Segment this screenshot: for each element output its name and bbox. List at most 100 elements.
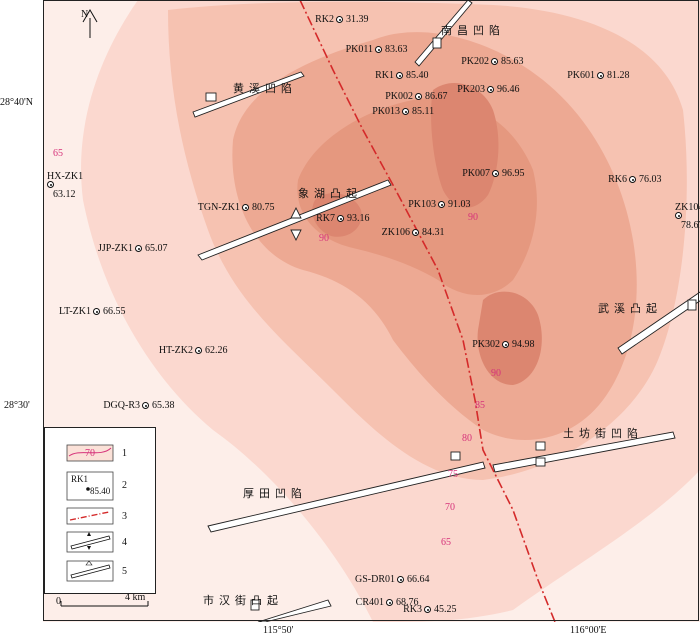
contour-label: 80 [462,433,472,444]
well-name: RK6 [608,174,627,185]
well-name: ZK106 [381,227,410,238]
well-name: PK203 [457,84,485,95]
well-value: 45.25 [434,604,457,615]
zone-90-north [431,82,499,208]
well-marker [675,212,682,219]
well-value: 65.07 [145,243,168,254]
well-marker [629,176,636,183]
well-name: GS-DR01 [354,574,395,585]
well-marker [396,72,403,79]
well-marker [195,347,202,354]
well-value: 85.40 [406,70,429,81]
legend-item-1: 1 [122,448,127,459]
fault-huangxi [192,71,305,118]
contour-label: 70 [445,502,455,513]
well-value: 93.16 [347,213,370,224]
legend-item-5: 5 [122,566,127,577]
well-marker [438,201,445,208]
legend-item-3: 3 [122,511,127,522]
scale-bar [60,601,149,607]
well-value: 80.75 [252,202,275,213]
scale-end: 4 km [125,592,146,603]
well-name: RK2 [315,14,334,25]
legend-well-sample-value: 85.40 [90,486,111,496]
lat-label-north: 28°40'N [0,97,34,108]
legend-item-4: 4 [122,537,127,548]
contour-label: 85 [475,400,485,411]
legend: 70 RK1 85.40 1 2 3 4 5 [44,427,156,594]
well-marker [491,58,498,65]
structure-symbols [205,37,697,611]
well-marker [135,245,142,252]
well-value: 96.46 [497,84,520,95]
well-name: PK013 [372,106,400,117]
well-name: DGQ-R3 [103,400,140,411]
well-value: 94.98 [512,339,535,350]
contour-label: 90 [319,233,329,244]
well-marker [337,215,344,222]
symbol-nanchang [432,37,442,49]
well-name: CR401 [355,597,384,608]
symbol-houtian [450,451,461,461]
fault-shihanjie [257,599,332,622]
north-arrow [82,9,98,38]
well-value: 31.39 [346,14,369,25]
well-value: 66.55 [103,306,126,317]
legend-contour-sample: 70 [85,448,95,459]
well-value: 91.03 [448,199,471,210]
well-name: PK007 [462,168,490,179]
well-value: 62.26 [205,345,228,356]
well-value: 84.31 [422,227,445,238]
well-name: ZK104 [675,202,700,213]
well-name: HX-ZK1 [47,171,84,182]
legend-item-2: 2 [122,480,127,491]
well-name: HT-ZK2 [158,345,193,356]
well-marker [375,46,382,53]
structure-label-wuxi: 武溪凸起 [598,303,662,315]
symbol-wuxi [687,299,697,311]
well-name: PK002 [385,91,413,102]
contour-label: 90 [491,368,501,379]
contour-label: 90 [468,212,478,223]
structure-label-shihanjie: 市汉街凸起 [203,595,283,607]
symbol-tufangjie-2 [535,457,546,467]
symbol-shihanjie [250,599,260,611]
legend-well-sample-name: RK1 [71,474,89,484]
symbol-huangxi [205,92,217,102]
well-value: 65.38 [152,400,175,411]
well-value: 85.11 [412,106,435,117]
well-name: PK011 [345,44,373,55]
well-marker [397,576,404,583]
well-value: 81.28 [607,70,630,81]
well-marker [597,72,604,79]
structure-label-houtian: 厚田凹陷 [243,488,307,500]
fault-nanchang [414,0,473,67]
well-marker [402,108,409,115]
heat-flow-zones [43,0,700,622]
well-name: LT-ZK1 [58,306,91,317]
well-marker [386,599,393,606]
well-name: RK7 [316,213,335,224]
well-value: 85.63 [501,56,524,67]
well-marker [492,170,499,177]
lat-label-south: 28°30' [4,400,30,411]
well-marker [487,86,494,93]
zone-90-west [312,193,362,237]
structure-label-xianghu: 象湖凸起 [298,188,362,200]
well-value: 96.95 [502,168,525,179]
structure-label-huangxi: 黄溪凹陷 [233,83,297,95]
well-value: 86.67 [425,91,448,102]
well-marker [424,606,431,613]
fault-xianghu [197,179,392,261]
contour-label: 75 [448,469,458,480]
zone-90-south [477,291,542,385]
scale-start: 0 [56,596,61,607]
fault-houtian [207,461,486,533]
lon-label-east: 116°00'E [570,625,607,636]
well-name: TGN-ZK1 [197,202,240,213]
well-value: 83.63 [385,44,408,55]
lon-label-west: 115°50' [263,625,294,636]
well-name: PK601 [567,70,595,81]
well-name: PK302 [472,339,500,350]
